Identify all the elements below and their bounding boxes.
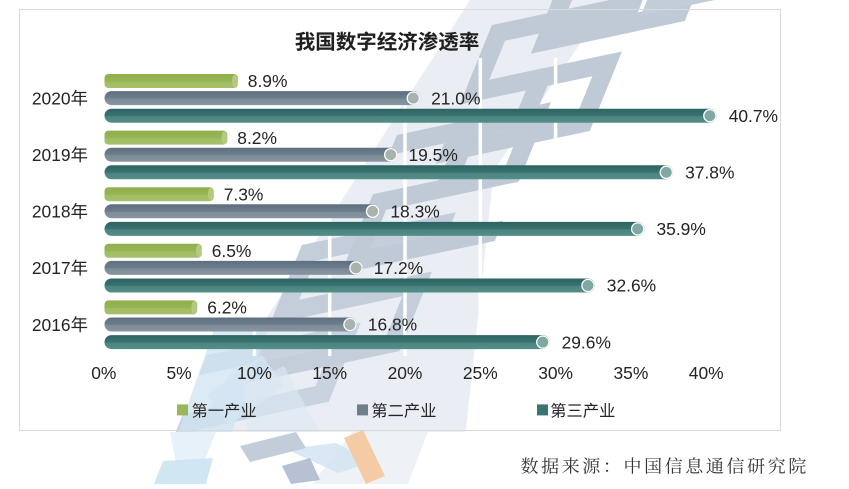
- svg-text:7.3%: 7.3%: [224, 184, 264, 204]
- svg-text:2016: 2016: [32, 315, 71, 335]
- svg-text:18.3%: 18.3%: [390, 202, 439, 222]
- svg-text:19.5%: 19.5%: [409, 145, 458, 165]
- svg-text:2019: 2019: [32, 145, 71, 165]
- svg-text:25%: 25%: [463, 363, 498, 383]
- svg-text:6.2%: 6.2%: [207, 298, 247, 318]
- svg-text:5%: 5%: [167, 363, 192, 383]
- svg-text:21.0%: 21.0%: [431, 88, 480, 108]
- svg-text:20%: 20%: [388, 363, 423, 383]
- svg-text:0%: 0%: [91, 363, 116, 383]
- svg-text:16.8%: 16.8%: [368, 315, 417, 335]
- svg-text:6.5%: 6.5%: [212, 241, 252, 261]
- svg-text:37.8%: 37.8%: [685, 163, 734, 183]
- svg-text:30%: 30%: [538, 363, 573, 383]
- svg-text:40%: 40%: [689, 363, 724, 383]
- svg-text:10%: 10%: [237, 363, 272, 383]
- svg-text:2020: 2020: [32, 88, 71, 108]
- svg-text:35.9%: 35.9%: [657, 219, 706, 239]
- svg-text:8.2%: 8.2%: [237, 128, 277, 148]
- svg-text:35%: 35%: [613, 363, 648, 383]
- svg-text:40.7%: 40.7%: [729, 106, 778, 126]
- svg-text:2018: 2018: [32, 202, 71, 222]
- svg-text:8.9%: 8.9%: [248, 71, 288, 91]
- svg-text:29.6%: 29.6%: [562, 332, 611, 352]
- svg-text:32.6%: 32.6%: [607, 276, 656, 296]
- svg-text:2017: 2017: [32, 258, 71, 278]
- svg-text:17.2%: 17.2%: [374, 258, 423, 278]
- svg-text:15%: 15%: [312, 363, 347, 383]
